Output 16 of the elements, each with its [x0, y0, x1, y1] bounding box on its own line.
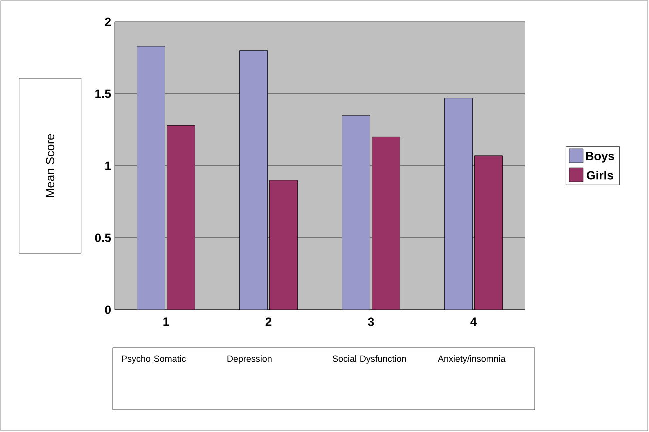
legend-label: Girls	[587, 171, 614, 180]
x-tick-label: 3	[368, 318, 374, 326]
x-tick-label: 1	[164, 318, 170, 326]
legend-label: Boys	[586, 152, 614, 163]
x-tick-label: 2	[266, 318, 272, 326]
text: Social Dysfunction	[332, 356, 406, 364]
y-tick-label: 0.5	[95, 234, 112, 242]
x-tick-label: 4	[470, 318, 478, 326]
y-tick-label: 0	[105, 306, 111, 314]
text: Anxiety/insomnia	[438, 356, 506, 364]
y-axis-title: Mean Score	[46, 134, 55, 198]
text: Depression	[228, 356, 272, 364]
y-tick-label: 2	[105, 18, 112, 26]
text: Psycho Somatic	[122, 356, 186, 364]
y-tick-label: 1	[106, 162, 112, 170]
y-tick-label: 1.5	[96, 90, 112, 98]
